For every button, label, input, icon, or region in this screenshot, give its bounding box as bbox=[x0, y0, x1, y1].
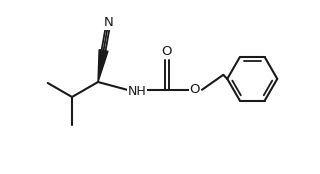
Text: NH: NH bbox=[128, 85, 146, 98]
Polygon shape bbox=[98, 50, 108, 82]
Text: N: N bbox=[104, 16, 113, 29]
Text: O: O bbox=[162, 45, 172, 58]
Text: O: O bbox=[190, 83, 200, 96]
